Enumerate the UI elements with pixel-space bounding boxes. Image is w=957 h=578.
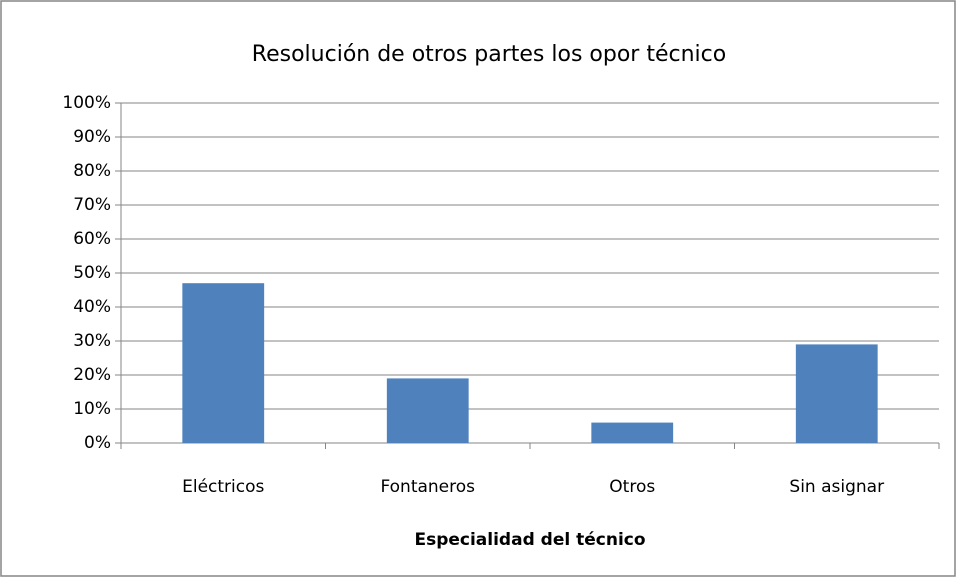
x-tick-label: Eléctricos xyxy=(182,477,264,497)
y-tick-label: 50% xyxy=(73,263,111,283)
y-tick-label: 60% xyxy=(73,229,111,249)
bar xyxy=(795,344,878,443)
x-tick-label: Otros xyxy=(609,477,655,497)
chart-title: Resolución de otros partes los opor técn… xyxy=(252,42,726,67)
y-tick-label: 10% xyxy=(73,399,111,419)
y-tick-label: 90% xyxy=(73,127,111,147)
y-tick-label: 20% xyxy=(73,365,111,385)
bar xyxy=(182,283,265,443)
y-tick-label: 0% xyxy=(84,433,111,453)
x-tick-label: Sin asignar xyxy=(789,477,884,497)
y-tick-label: 100% xyxy=(62,93,111,113)
y-tick-label: 40% xyxy=(73,297,111,317)
bar xyxy=(591,422,674,443)
x-tick-label: Fontaneros xyxy=(380,477,475,497)
y-tick-label: 80% xyxy=(73,161,111,181)
y-tick-label: 30% xyxy=(73,331,111,351)
x-axis-title: Especialidad del técnico xyxy=(414,530,645,550)
bar xyxy=(386,378,469,443)
y-tick-label: 70% xyxy=(73,195,111,215)
